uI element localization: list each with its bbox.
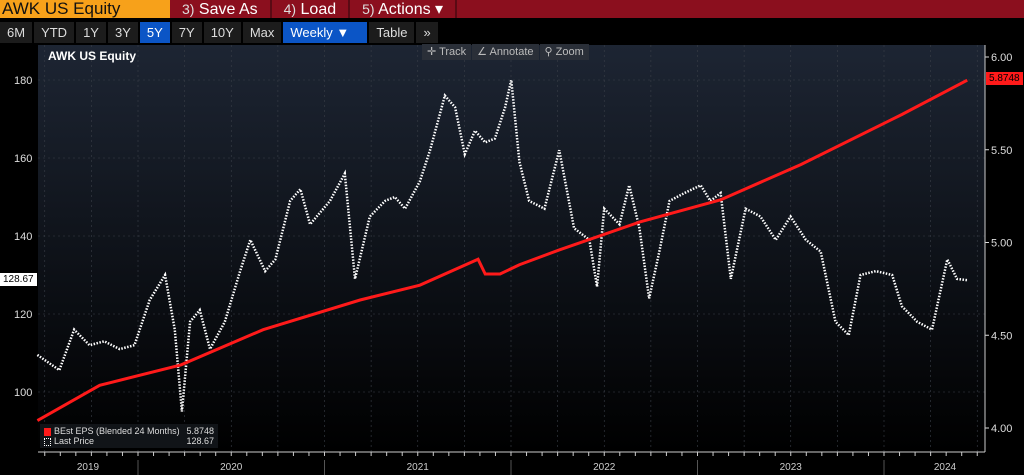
track-button[interactable]: ✛ Track: [422, 44, 472, 60]
series-eps-line: [36, 78, 968, 422]
range-5y[interactable]: 5Y: [139, 22, 170, 43]
load-button[interactable]: 4) Load: [272, 0, 351, 18]
chart-tools: ✛ Track ∠ Annotate ⚲ Zoom: [422, 44, 589, 60]
x-tick-label: 2020: [220, 462, 243, 473]
legend-value: 5.8748: [186, 426, 214, 436]
zoom-button[interactable]: ⚲ Zoom: [539, 44, 589, 60]
legend-value: 128.67: [186, 436, 214, 446]
range-ytd[interactable]: YTD: [34, 22, 75, 43]
x-tick-label: 2024: [934, 462, 957, 473]
range-6m[interactable]: 6M: [0, 22, 33, 43]
shortcut-num: 4): [283, 1, 297, 17]
right-tick-label: 5.50: [991, 145, 1012, 157]
legend-swatch: [44, 427, 51, 436]
x-tick-label: 2019: [77, 462, 100, 473]
last-price-tag: 128.67: [0, 273, 37, 286]
range-7y[interactable]: 7Y: [171, 22, 202, 43]
right-tick-label: 4.50: [991, 330, 1012, 342]
button-label: Actions ▾: [378, 1, 444, 18]
left-tick-label: 160: [14, 153, 32, 165]
range-1y[interactable]: 1Y: [76, 22, 106, 43]
security-title[interactable]: AWK US Equity: [0, 0, 170, 18]
right-tick-label: 6.00: [991, 52, 1012, 64]
more-button[interactable]: »: [416, 22, 438, 43]
left-tick-label: 100: [14, 387, 32, 399]
left-tick-label: 120: [14, 309, 32, 321]
right-tick-label: 5.00: [991, 238, 1012, 250]
save-as-button[interactable]: 3) Save As: [170, 0, 272, 18]
legend-item-price[interactable]: Last Price 128.67: [44, 436, 214, 446]
range-3y[interactable]: 3Y: [107, 22, 138, 43]
range-bar: 6M YTD 1Y 3Y 5Y 7Y 10Y Max Weekly ▼ Table»: [0, 22, 438, 43]
left-tick-label: 140: [14, 231, 32, 243]
x-tick-label: 2023: [780, 462, 803, 473]
button-label: Load: [300, 1, 337, 18]
x-tick-label: 2022: [593, 462, 616, 473]
chart-title: AWK US Equity: [48, 49, 136, 63]
right-tick-label: 4.00: [991, 423, 1012, 435]
range-max[interactable]: Max: [242, 22, 282, 43]
plot-area: [38, 45, 985, 452]
legend-swatch: [44, 437, 51, 446]
eps-last-tag: 5.8748: [986, 72, 1023, 85]
legend-label: BEst EPS (Blended 24 Months): [54, 426, 180, 436]
legend-item-eps[interactable]: BEst EPS (Blended 24 Months) 5.8748: [44, 426, 214, 436]
top-toolbar: AWK US Equity 3) Save As 4) Load 5) Acti…: [0, 0, 1024, 18]
frequency-dropdown[interactable]: Weekly ▼: [283, 22, 368, 43]
button-label: Save As: [198, 1, 258, 18]
table-button[interactable]: Table: [369, 22, 415, 43]
legend-label: Last Price: [54, 436, 95, 446]
shortcut-num: 5): [362, 1, 375, 17]
left-tick-label: 180: [14, 75, 32, 87]
legend: BEst EPS (Blended 24 Months) 5.8748 Last …: [40, 424, 218, 448]
actions-button[interactable]: 5) Actions ▾: [350, 0, 458, 18]
annotate-button[interactable]: ∠ Annotate: [472, 44, 539, 60]
shortcut-num: 3): [182, 1, 195, 17]
range-10y[interactable]: 10Y: [203, 22, 241, 43]
x-tick-label: 2021: [407, 462, 430, 473]
